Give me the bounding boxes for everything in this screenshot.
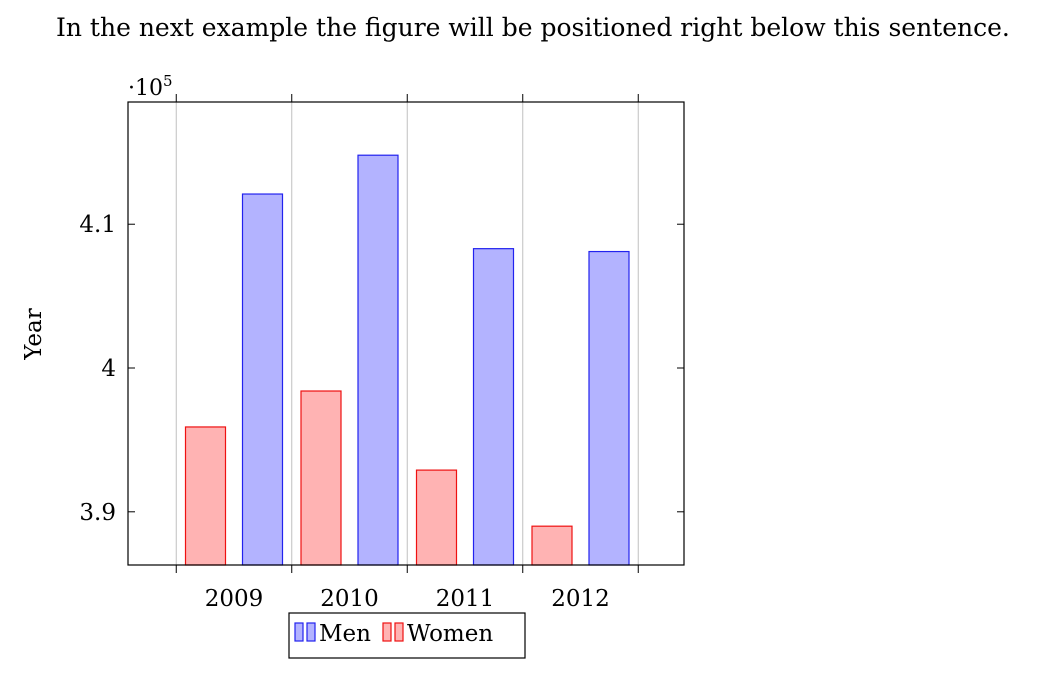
legend-swatch-women bbox=[394, 622, 404, 642]
bar-women-2009 bbox=[184, 426, 227, 566]
bar-men-2009 bbox=[241, 193, 284, 566]
legend-swatch-women bbox=[382, 622, 392, 642]
x-tick-label: 2009 bbox=[205, 586, 264, 612]
bar-men-2010 bbox=[357, 154, 399, 566]
bar-women-2012 bbox=[531, 525, 573, 566]
bar-men-2011 bbox=[472, 248, 515, 566]
x-tick-label: 2010 bbox=[320, 586, 379, 612]
plot-frame bbox=[127, 101, 685, 566]
legend-box bbox=[288, 612, 526, 659]
bar-men-2012 bbox=[588, 250, 630, 566]
y-axis-label: Year bbox=[21, 308, 47, 361]
intro-sentence: In the next example the figure will be p… bbox=[56, 13, 1010, 42]
bar-women-2010 bbox=[300, 390, 342, 566]
legend-label-women: Women bbox=[407, 621, 493, 647]
bar-women-2011 bbox=[415, 469, 458, 566]
legend-label-men: Men bbox=[319, 621, 371, 647]
x-tick-label: 2011 bbox=[436, 586, 495, 612]
y-scale-exponent: 5 bbox=[163, 72, 173, 90]
y-tick-label: 4.1 bbox=[79, 212, 116, 238]
y-tick-label: 4 bbox=[101, 356, 116, 382]
y-tick-label: 3.9 bbox=[79, 500, 116, 526]
x-tick-label: 2012 bbox=[551, 586, 610, 612]
y-scale-label: ·105 bbox=[128, 72, 173, 101]
legend-swatch-men bbox=[306, 622, 316, 642]
legend-swatch-men bbox=[294, 622, 304, 642]
y-scale-base: ·10 bbox=[128, 76, 163, 101]
